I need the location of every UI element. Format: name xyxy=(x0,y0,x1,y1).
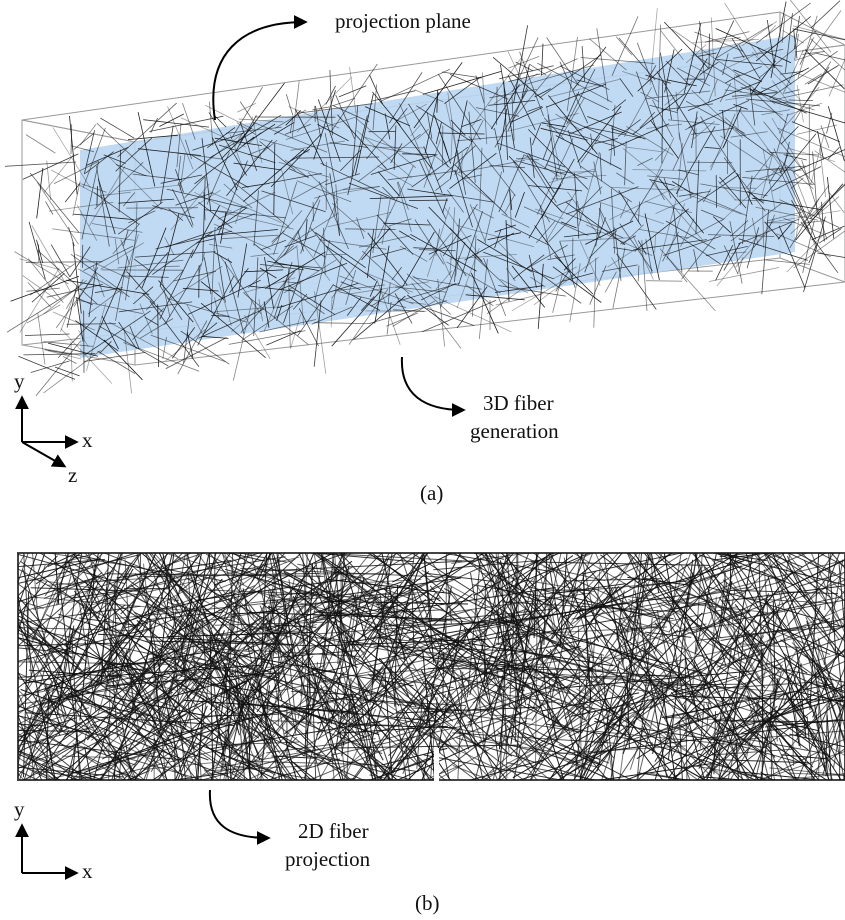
fiber xyxy=(370,75,383,104)
fiber xyxy=(286,94,293,115)
fiber xyxy=(28,259,63,303)
fiber xyxy=(450,541,566,551)
fiber xyxy=(31,361,70,373)
fiber xyxy=(187,781,281,782)
fiber xyxy=(827,113,832,134)
fiber xyxy=(15,252,69,284)
fiber xyxy=(25,334,70,336)
fiber xyxy=(616,37,632,56)
fiber xyxy=(792,122,840,142)
fiber xyxy=(38,314,45,365)
fiber xyxy=(777,551,837,552)
fiber xyxy=(801,222,838,273)
fiber xyxy=(794,62,831,122)
axis-label: x xyxy=(82,859,93,883)
annotation: 2D fiber xyxy=(298,819,369,843)
figure: projection plane 3D fiber generation y x… xyxy=(0,0,845,920)
annotation: projection plane xyxy=(335,9,471,33)
fiber xyxy=(27,305,60,323)
fiber xyxy=(709,268,779,282)
fiber xyxy=(516,62,534,71)
fiber xyxy=(26,135,56,154)
axis-arrow xyxy=(22,442,64,466)
fiber xyxy=(621,785,829,795)
annotation: 3D fiber xyxy=(483,391,554,415)
fiber xyxy=(442,72,482,78)
fiber xyxy=(646,784,697,792)
fiber xyxy=(29,222,45,280)
fiber xyxy=(528,545,569,546)
fiber xyxy=(811,1,840,28)
fiber xyxy=(427,308,474,325)
fiber xyxy=(44,154,74,193)
axis-label: x xyxy=(82,428,93,452)
fiber xyxy=(51,245,70,277)
fiber xyxy=(793,26,845,45)
fiber xyxy=(45,350,73,355)
annotation: projection xyxy=(285,847,371,871)
frame-gap xyxy=(434,748,439,782)
fiber xyxy=(240,102,252,120)
callout-arrow xyxy=(210,790,268,838)
fiber xyxy=(788,148,835,161)
fiber xyxy=(37,183,78,245)
axis-label: y xyxy=(14,369,25,393)
fiber xyxy=(613,787,802,793)
fiber xyxy=(828,147,840,159)
fiber xyxy=(815,151,845,182)
panel-label: (b) xyxy=(415,891,440,915)
fiber xyxy=(37,168,43,218)
fiber xyxy=(793,29,845,41)
fiber xyxy=(542,44,544,76)
axis-label: z xyxy=(68,463,77,487)
annotation: generation xyxy=(470,419,559,443)
fiber xyxy=(321,780,360,789)
fiber xyxy=(314,323,370,324)
callout-arrow xyxy=(213,22,305,120)
panel-label: (a) xyxy=(420,481,443,505)
fiber xyxy=(686,786,771,790)
axis-label: y xyxy=(14,797,25,821)
fiber xyxy=(817,53,845,62)
fiber xyxy=(46,201,53,214)
fiber xyxy=(646,281,682,282)
callout-arrow xyxy=(402,357,463,410)
fiber xyxy=(30,173,79,233)
fiber xyxy=(719,738,720,781)
fiber xyxy=(817,253,845,259)
fiber xyxy=(136,203,137,233)
